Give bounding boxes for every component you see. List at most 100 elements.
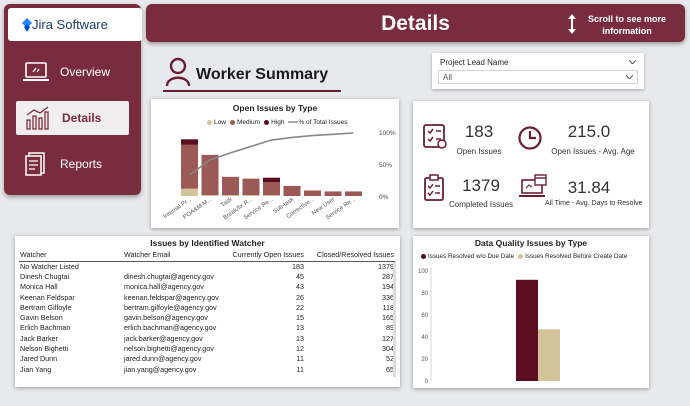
page-title: Details [381,12,450,35]
col-open[interactable]: Currently Open Issues [231,248,305,262]
cell-open: 13 [296,323,304,333]
legend-before-create: Issues Resolved Before Create Date [518,253,627,260]
filter-label: Project Lead Name [440,58,509,67]
table-row[interactable]: Jian Yang jian.yang@agency.gov 11 65 [19,364,395,374]
y2-tick-label: 0% [379,194,389,201]
table-row[interactable]: Erlich Bachman erlich.bachman@agency.gov 1… [19,323,395,333]
bar-medium [283,185,301,196]
cell-closed: 127 [382,333,394,343]
jira-logo-icon [22,18,32,32]
y2-tick-label: 100% [379,130,396,137]
line-chart-icon [26,106,49,130]
kpi-days-resolve-label: All Time - Avg. Days to Resolve [545,200,643,207]
cell-email: jared.dunn@agency.gov [124,354,202,364]
dq-bar [538,329,560,381]
nav-overview[interactable]: Overview [14,55,131,89]
table-row[interactable]: Jack Barker jack.barker@agency.gov 13 127 [19,333,395,343]
col-watcher[interactable]: Watcher [19,248,123,262]
cell-email: jian.yang@agency.gov [124,364,197,374]
cell-closed: 287 [382,271,394,281]
table-row[interactable]: Monica Hall monica.hall@agency.gov 43 194 [19,282,395,292]
bar-medium [242,178,260,196]
cell-open: 11 [296,354,304,364]
checklist-icon [423,124,447,149]
kpi-avg-age-value: 215.0 [567,122,611,141]
table-row[interactable]: No Watcher Listed 183 1379 [19,261,395,271]
table-row[interactable]: Dinesh Chugtai dinesh.chugtai@agency.gov 4… [19,271,395,281]
project-lead-filter: Project Lead Name All [432,53,644,89]
nav-details[interactable]: Details [16,101,129,135]
watcher-table-title: Issues by Identified Watcher [150,238,265,248]
cell-email: keenan.feldspar@agency.gov [124,292,219,302]
cell-watcher: Erlich Bachman [20,323,71,333]
chevron-down-icon [626,75,633,79]
kpi-days-resolve-value: 31.84 [567,178,611,197]
y-tick-label: 100 [418,269,429,275]
cell-closed: 89 [386,323,394,333]
bar-high [181,139,198,145]
project-lead-select[interactable]: All [438,70,638,84]
open-issues-chart-title: Open Issues by Type [232,103,318,113]
cell-email: bertram.gilfoyle@agency.gov [124,302,217,312]
scroll-hint: Scroll to see more information [587,14,667,36]
legend-high: High [264,119,284,126]
col-closed[interactable]: Closed/Resolved Issues [305,248,395,262]
col-email[interactable]: Watcher Email [123,248,231,262]
table-row[interactable]: Keenan Feldspar keenan.feldspar@agency.go… [19,292,395,302]
cell-open: 11 [296,364,304,374]
cell-open: 43 [296,282,304,292]
table-row[interactable]: Jared Dunn jared.dunn@agency.gov 11 52 [19,354,395,364]
cell-watcher: Nelson Bighetti [20,344,69,354]
cell-email: dinesh.chugtai@agency.gov [124,271,214,281]
cell-open: 13 [296,333,304,343]
nav-label-reports: Reports [60,157,103,171]
dq-bar [516,279,538,381]
cell-watcher: Jian Yang [20,364,52,374]
y-tick-label: 40 [421,335,428,341]
bar-medium [222,176,239,196]
watcher-table-card: Issues by Identified Watcher Watcher Wat… [15,236,400,387]
cell-closed: 194 [382,282,394,292]
table-row[interactable]: Gavin Belson gavin.belson@agency.gov 15 165 [19,312,395,322]
clock-icon [518,126,542,150]
cell-watcher: Keenan Feldspar [20,292,75,302]
kpi-avg-age-label: Open Issues - Avg. Age [551,147,635,156]
bar-medium [345,191,362,196]
y-tick-label: 0 [425,379,429,385]
cell-closed: 336 [382,292,394,302]
cell-email [123,261,231,271]
cell-closed: 52 [386,354,394,364]
kpi-completed-label: Completed Issues [448,200,514,209]
scroll-arrows-icon[interactable] [567,13,577,35]
laptop-calendar-icon [519,174,547,197]
bar-medium [304,190,321,196]
cell-open: 45 [296,271,304,281]
x-tick-label: Task [220,196,234,209]
y-tick-label: 80 [421,291,428,297]
cell-watcher: Monica Hall [20,282,58,292]
watcher-table: Watcher Watcher Email Currently Open Iss… [19,248,395,374]
clipboard-check-icon [424,174,444,201]
kpi-open-issues-value: 183 [464,122,494,141]
bar-medium [201,154,219,196]
bar-low [242,195,260,196]
table-scrollbar[interactable] [393,262,396,377]
brand-logo: Jira Software [8,8,142,41]
table-row[interactable]: Bertram Gilfoyle bertram.gilfoyle@agency.… [19,302,395,312]
bar-low [201,195,219,196]
cell-closed: 65 [386,364,394,374]
page-header: Details Scroll to see more information [146,4,685,42]
table-row[interactable]: Nelson Bighetti nelson.bighetti@agency.go… [19,343,395,353]
dq-chart-title: Data Quality Issues by Type [474,238,588,248]
cell-closed: 165 [382,313,394,323]
data-quality-chart-card: Data Quality Issues by Type Issues Resol… [413,236,649,388]
nav-reports[interactable]: Reports [14,147,131,181]
open-issues-chart-card: Open Issues by Type Low Medium High % of… [151,99,399,228]
open-issues-legend: Low Medium High % of Total Issues [207,119,347,126]
bar-medium [181,144,198,189]
bar-low [222,195,239,196]
dq-plot: 0 20 40 60 80 100 [418,268,560,385]
cell-watcher: Gavin Belson [20,313,63,323]
chevron-down-icon[interactable] [629,60,636,64]
